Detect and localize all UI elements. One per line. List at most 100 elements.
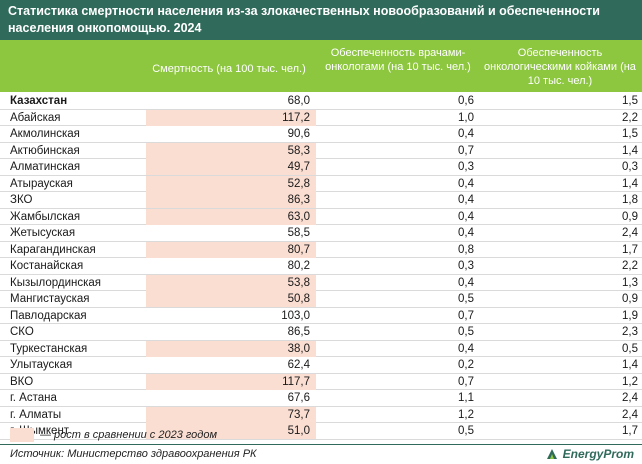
table-row: Актюбинская 58,3 0,7 1,4 (0, 142, 642, 159)
table-row: Карагандинская 80,7 0,8 1,7 (0, 241, 642, 258)
mortality-value: 58,5 (287, 227, 310, 239)
page-title: Статистика смертности населения из-за зл… (0, 0, 642, 40)
oncologists-value: 0,4 (458, 276, 474, 289)
region-name: ЗКО (10, 194, 33, 206)
oncologists-value: 0,4 (458, 177, 474, 190)
footer-divider (0, 444, 642, 445)
beds-value: 1,2 (622, 375, 638, 388)
beds-value: 0,9 (622, 210, 638, 223)
oncologists-value: 0,3 (458, 260, 474, 272)
oncologists-value: 1,1 (458, 392, 474, 404)
oncologists-value: 0,7 (458, 144, 474, 157)
oncologists-value: 0,6 (458, 95, 474, 107)
beds-value: 1,5 (622, 95, 638, 107)
region-name: Абайская (10, 111, 61, 124)
mortality-value: 50,8 (146, 291, 316, 307)
beds-value: 2,4 (622, 408, 638, 421)
region-name: СКО (10, 326, 34, 338)
table-row: г. Алматы 73,7 1,2 2,4 (0, 406, 642, 423)
beds-value: 1,7 (622, 243, 638, 256)
mortality-value: 52,8 (146, 175, 316, 192)
beds-value: 1,3 (622, 276, 638, 289)
oncologists-value: 0,7 (458, 375, 474, 388)
column-header-beds: Обеспеченность онкологическими койками (… (484, 47, 636, 87)
mortality-value: 103,0 (281, 309, 310, 322)
table-row: ВКО 117,7 0,7 1,2 (0, 373, 642, 390)
region-name: Костанайская (10, 260, 84, 272)
region-name: Атырауская (10, 177, 73, 190)
mortality-value: 68,0 (287, 95, 310, 107)
oncologists-value: 1,0 (458, 111, 474, 124)
energyprom-logo-icon (546, 449, 557, 459)
beds-value: 1,4 (622, 359, 638, 371)
mortality-value: 51,0 (146, 423, 316, 439)
beds-value: 2,4 (622, 227, 638, 239)
oncologists-value: 0,8 (458, 243, 474, 256)
oncologists-value: 0,4 (458, 194, 474, 206)
source-note: Источник: Министерство здравоохранения Р… (10, 448, 257, 460)
beds-value: 0,9 (622, 293, 638, 305)
beds-value: 2,3 (622, 326, 638, 338)
table-body: Казахстан 68,0 0,6 1,5 Абайская 117,2 1,0 2,2 Ак… (0, 93, 642, 440)
region-name: Кызылординская (10, 276, 102, 289)
oncologists-value: 0,4 (458, 342, 474, 355)
mortality-value: 73,7 (146, 406, 316, 423)
beds-value: 1,4 (622, 177, 638, 190)
mortality-value: 63,0 (146, 208, 316, 225)
beds-value: 2,2 (622, 111, 638, 124)
brand-logo: EnergyProm (545, 445, 634, 463)
mortality-value: 117,7 (146, 373, 316, 390)
oncologists-value: 0,4 (458, 128, 474, 140)
region-name: г. Астана (10, 392, 57, 404)
mortality-value: 53,8 (146, 274, 316, 291)
mortality-value: 58,3 (146, 142, 316, 159)
region-name: Актюбинская (10, 144, 80, 157)
table-row: Абайская 117,2 1,0 2,2 (0, 109, 642, 126)
region-name: г. Алматы (10, 408, 62, 421)
beds-value: 1,9 (622, 309, 638, 322)
oncologists-value: 0,7 (458, 309, 474, 322)
mortality-value: 67,6 (287, 392, 310, 404)
column-header-oncologists: Обеспеченность врачами-онкологами (на 10… (325, 47, 471, 73)
region-name: Туркестанская (10, 342, 88, 355)
oncologists-value: 0,5 (458, 326, 474, 338)
table-row: Кызылординская 53,8 0,4 1,3 (0, 274, 642, 291)
table-row: Мангистауская 50,8 0,5 0,9 (0, 291, 642, 308)
table-header (0, 40, 642, 92)
table-row: Жамбылская 63,0 0,4 0,9 (0, 208, 642, 225)
oncologists-value: 1,2 (458, 408, 474, 421)
table-row: Туркестанская 38,0 0,4 0,5 (0, 340, 642, 357)
beds-value: 1,4 (622, 144, 638, 157)
table-row: Жетысуская 58,5 0,4 2,4 (0, 225, 642, 242)
region-name: Павлодарская (10, 309, 87, 322)
mortality-value: 38,0 (146, 340, 316, 357)
region-name: Акмолинская (10, 128, 80, 140)
mortality-value: 62,4 (287, 359, 310, 371)
column-header-mortality: Смертность (на 100 тыс. чел.) (152, 63, 306, 75)
table-row: г. Астана 67,6 1,1 2,4 (0, 390, 642, 407)
beds-value: 0,3 (622, 161, 638, 173)
table-row: Акмолинская 90,6 0,4 1,5 (0, 126, 642, 143)
beds-value: 2,4 (622, 392, 638, 404)
oncologists-value: 0,4 (458, 227, 474, 239)
beds-value: 1,5 (622, 128, 638, 140)
region-name: Жамбылская (10, 210, 81, 223)
mortality-value: 86,5 (287, 326, 310, 338)
oncologists-value: 0,2 (458, 359, 474, 371)
table-row: Павлодарская 103,0 0,7 1,9 (0, 308, 642, 324)
beds-value: 0,5 (622, 342, 638, 355)
mortality-value: 117,2 (146, 109, 316, 126)
region-name: Жетысуская (10, 227, 76, 239)
region-name: Казахстан (10, 95, 68, 107)
logo-text: EnergyProm (562, 447, 634, 461)
mortality-value: 90,6 (287, 128, 310, 140)
region-name: Мангистауская (10, 293, 90, 305)
beds-value: 1,7 (622, 425, 638, 437)
table-row: Казахстан 68,0 0,6 1,5 (0, 93, 642, 110)
oncologists-value: 0,5 (458, 293, 474, 305)
mortality-value: 80,7 (146, 241, 316, 258)
region-name: ВКО (10, 375, 34, 388)
legend-swatch (10, 428, 34, 442)
beds-value: 1,8 (622, 194, 638, 206)
beds-value: 2,2 (622, 260, 638, 272)
